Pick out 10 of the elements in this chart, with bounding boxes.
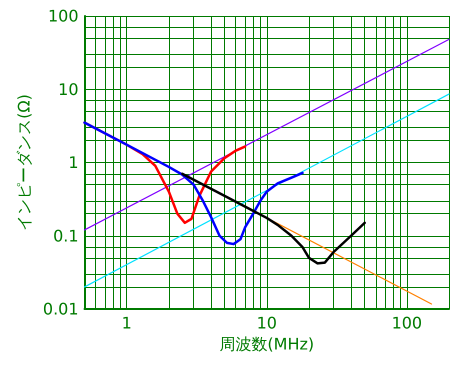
y-tick-label: 1	[68, 153, 79, 172]
y-tick-label: 0.1	[53, 226, 79, 246]
y-tick-label: 0.01	[42, 300, 79, 318]
y-axis-title: インピーダンス(Ω)	[14, 94, 34, 231]
x-tick-label: 1	[122, 314, 132, 332]
x-tick-label: 100	[392, 314, 422, 332]
y-tick-label: 100	[48, 6, 79, 26]
x-tick-label: 10	[256, 314, 277, 332]
y-tick-label: 10	[58, 80, 79, 99]
x-axis-title: 周波数(MHz)	[219, 334, 314, 354]
